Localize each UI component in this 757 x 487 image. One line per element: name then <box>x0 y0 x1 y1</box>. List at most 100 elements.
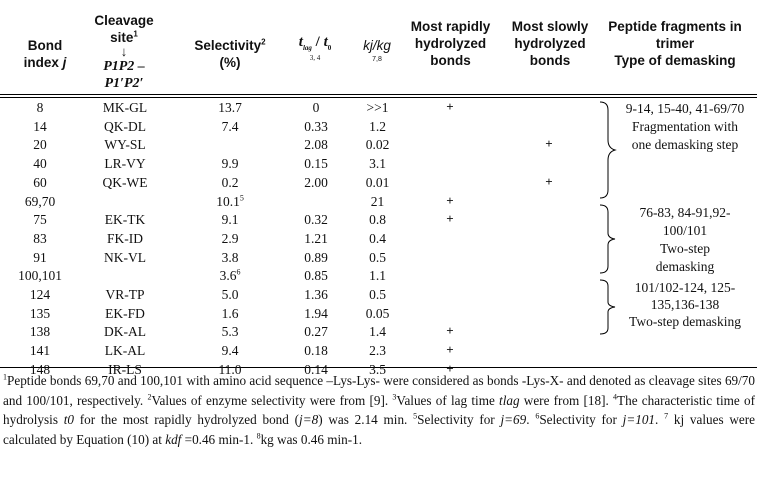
header-text: / <box>311 34 324 50</box>
cell-text: 21 <box>370 193 385 209</box>
cell-text: LR-VY <box>104 156 146 172</box>
cell-text: QK-DL <box>104 118 146 134</box>
rapid-marker: + <box>446 360 454 376</box>
footnote-text: . <box>526 412 536 427</box>
cell-text: 91 <box>33 249 47 265</box>
cell-text: 2.08 <box>304 137 328 153</box>
header-text: t <box>323 34 328 50</box>
footnote-text: kdf <box>165 431 182 447</box>
header-bond-index: Bond index j <box>20 37 70 71</box>
footnote-text: tlag <box>499 392 520 408</box>
cell-text: 11.0 <box>218 361 242 377</box>
cell-text: 1.2 <box>369 118 386 134</box>
group-note-line: 100/101 <box>662 223 708 238</box>
cell-text: 0.15 <box>304 156 328 172</box>
cell-text: 9.1 <box>221 212 239 228</box>
cell-text: 0.5 <box>369 287 386 302</box>
cell-tlag-t0: 1.36 <box>285 286 347 304</box>
cell-tlag-t0: 0.33 <box>285 118 347 136</box>
footnote-marker: 8 <box>256 431 261 441</box>
footnote-text: j=69 <box>500 412 527 427</box>
header-text: kj/kg <box>363 38 391 53</box>
footnote-text: =0.46 min-1. <box>181 431 257 447</box>
cell-bond-index: 60 <box>10 174 70 192</box>
cell-text: DK-AL <box>104 324 146 340</box>
cell-tlag-t0: 1.94 <box>285 305 347 323</box>
cell-text: 10.1 <box>216 193 240 209</box>
footnote-text: Selectivity for <box>417 412 501 427</box>
footnote-ref: 6 <box>236 267 241 277</box>
cell-bond-index: 148 <box>10 361 70 379</box>
cell-selectivity: 11.0 <box>190 361 270 379</box>
cell-bond-index: 40 <box>10 155 70 173</box>
cell-text: IR-LS <box>108 361 142 377</box>
footnote-text: for the most rapidly hydrolyzed bond ( <box>74 412 300 427</box>
cell-bond-index: 69,70 <box>10 193 70 211</box>
cell-k-ratio: 1.2 <box>355 118 400 136</box>
cell-selectivity: 9.1 <box>190 211 270 229</box>
footnote-text: Selectivity for <box>539 412 623 427</box>
cell-k-ratio: 0.4 <box>355 230 400 248</box>
header-k-ratio: kj/kg 7,8 <box>356 37 398 66</box>
cell-text: 100,101 <box>18 268 62 284</box>
footnote-text: . <box>655 412 665 427</box>
footnote-ref: 5 <box>239 193 244 202</box>
cell-text: 2.3 <box>369 343 386 359</box>
cell-text: MK-GL <box>102 100 148 115</box>
cell-text: 0.2 <box>221 174 239 190</box>
table-rule-bottom <box>0 367 757 368</box>
header-text: bonds <box>430 53 471 68</box>
cell-bond-index: 135 <box>10 305 70 323</box>
cell-bond-index: 83 <box>10 230 70 248</box>
cell-tlag-t0: 0.27 <box>285 323 347 341</box>
cell-bond-index: 124 <box>10 286 70 304</box>
footnote-ref: 7,8 <box>372 56 382 63</box>
rapid-marker: + <box>446 192 454 208</box>
footnote-text: t0 <box>63 412 74 427</box>
cell-tlag-t0: 1.21 <box>285 230 347 248</box>
cell-text: 40 <box>33 156 47 172</box>
header-text: Most rapidly <box>410 19 491 34</box>
cell-k-ratio: 1.4 <box>355 323 400 341</box>
cell-selectivity: 7.4 <box>190 118 270 136</box>
cell-text: 14 <box>33 118 47 134</box>
cell-bond-index: 100,101 <box>10 267 70 285</box>
cell-text: 0.27 <box>304 324 328 340</box>
header-tlag-t0: tlag / t0 3, 4 <box>283 34 347 65</box>
footnote-ref: 3, 4 <box>309 54 321 62</box>
cell-text: 0.89 <box>304 249 328 265</box>
cell-text: 0.01 <box>365 174 390 190</box>
cell-text: 0.14 <box>304 361 328 377</box>
cell-text: 0.18 <box>304 343 328 359</box>
cell-text: 0.32 <box>304 212 328 228</box>
header-text: Selectivity <box>194 38 262 53</box>
cell-bond-index: 20 <box>10 136 70 154</box>
cell-cleavage-site: LK-AL <box>90 342 160 360</box>
header-text: hydrolyzed <box>514 36 586 51</box>
cell-text: 0.8 <box>369 212 386 228</box>
footnote-text: Values of enzyme selectivity were from [… <box>151 392 393 408</box>
cell-text: LK-AL <box>104 343 146 359</box>
group-note-line: 101/102-124, 125- <box>634 280 736 295</box>
cell-text: 83 <box>33 230 47 246</box>
header-text: Peptide fragments in <box>608 19 742 34</box>
table-rule-header <box>0 97 757 98</box>
cell-k-ratio: 21 <box>355 193 400 211</box>
cell-text: 1.94 <box>304 305 328 321</box>
footnote-text: kj values were calculated by Equation (1… <box>3 412 756 447</box>
cell-text: >>1 <box>366 100 389 115</box>
cell-text: 1.1 <box>369 268 386 284</box>
footnote-text: were from [18]. <box>519 392 614 408</box>
cell-text: 60 <box>33 174 47 190</box>
cell-text: VR-TP <box>105 287 145 302</box>
header-text: Type of demasking <box>614 53 736 68</box>
group-note-line: Two-step <box>659 241 711 256</box>
cell-text: 75 <box>33 212 47 228</box>
slow-marker: + <box>545 136 553 152</box>
rapid-marker: + <box>446 323 454 339</box>
group-note-line: Two-step demasking <box>629 314 741 329</box>
cell-k-ratio: >>1 <box>355 99 400 117</box>
rapid-marker: + <box>446 211 454 227</box>
footnote-marker: 7 <box>664 411 669 421</box>
cell-text: 135 <box>29 305 51 321</box>
